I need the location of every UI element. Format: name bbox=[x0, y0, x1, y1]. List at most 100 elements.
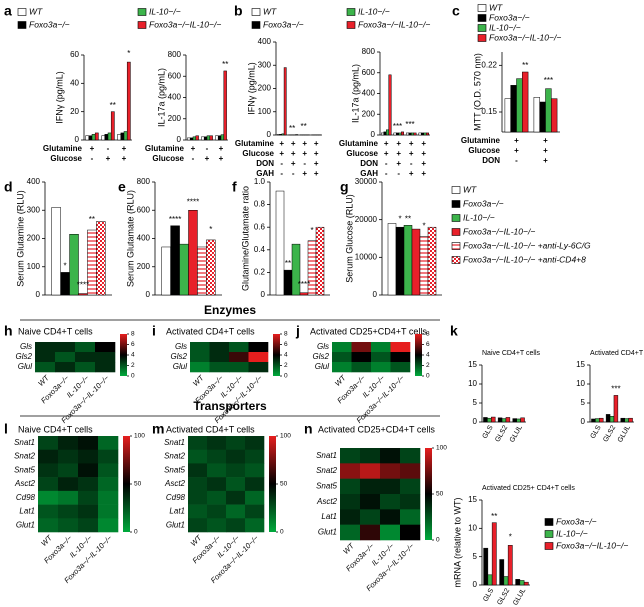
x-tick-label: GLUL bbox=[617, 424, 632, 443]
condition-value: + bbox=[314, 169, 319, 178]
condition-name: DON bbox=[256, 159, 274, 168]
y-tick-label: 0 bbox=[36, 290, 41, 299]
col-label: WT bbox=[189, 532, 205, 548]
panel-label: m bbox=[152, 421, 164, 437]
heat-cell bbox=[371, 362, 391, 373]
bar bbox=[206, 239, 216, 296]
x-tick-label: GLS bbox=[482, 587, 495, 603]
condition-value: - bbox=[385, 159, 388, 168]
y-tick-label: 5 bbox=[473, 398, 478, 407]
legend-swatch bbox=[17, 8, 27, 16]
heat-cell bbox=[209, 362, 230, 373]
panel-label: g bbox=[340, 179, 349, 195]
row-label: Asct2 bbox=[164, 479, 186, 488]
bar bbox=[520, 417, 525, 423]
colorbar-tick-label: 100 bbox=[134, 433, 145, 440]
condition-value: + bbox=[514, 136, 519, 145]
heat-cell bbox=[248, 362, 269, 373]
bar bbox=[283, 269, 293, 296]
bar bbox=[426, 132, 429, 136]
row-label: Snat1 bbox=[316, 451, 337, 460]
row-label: Lat1 bbox=[19, 507, 35, 516]
heat-cell bbox=[38, 504, 59, 519]
legend-label: IL-10−/− bbox=[358, 6, 390, 16]
bar bbox=[170, 225, 180, 296]
y-tick-label: 100 bbox=[27, 262, 41, 271]
x-tick-label: GLUL bbox=[512, 587, 527, 606]
bar bbox=[275, 190, 285, 296]
bar bbox=[421, 132, 424, 136]
y-tick-label: 1.0 bbox=[254, 177, 266, 186]
condition-name: Glucose bbox=[242, 149, 274, 158]
y-axis-label: Serum Glutamate (RLU) bbox=[125, 190, 135, 287]
heat-cell bbox=[226, 449, 246, 464]
bar bbox=[519, 580, 525, 586]
heat-cell bbox=[207, 477, 227, 492]
bar bbox=[628, 417, 633, 423]
legend-swatch bbox=[477, 34, 487, 42]
heat-cell bbox=[190, 362, 210, 373]
heat-cell bbox=[380, 448, 401, 464]
legend-label: Foxo3a−/−IL-10−/− +anti-Ly-6C/G bbox=[463, 240, 591, 250]
heat-cell bbox=[360, 463, 381, 479]
colorbar bbox=[120, 334, 127, 376]
significance: * bbox=[398, 214, 401, 223]
bar bbox=[516, 418, 521, 423]
heat-cell bbox=[207, 449, 227, 464]
legend-label: WT bbox=[29, 6, 43, 16]
bar bbox=[91, 134, 96, 141]
legend-swatch bbox=[251, 8, 261, 16]
heat-cell bbox=[95, 362, 116, 373]
row-label: Gls bbox=[175, 342, 187, 351]
y-tick-label: 20 bbox=[70, 107, 79, 116]
colorbar-tick-label: 2 bbox=[131, 362, 135, 369]
colorbar-tick-label: 4 bbox=[426, 352, 430, 359]
heat-cell bbox=[360, 478, 381, 495]
condition-value: + bbox=[396, 159, 401, 168]
bar bbox=[497, 417, 503, 423]
legend-label: IL-10−/− bbox=[149, 6, 181, 16]
panel-title: Activated CD25+ CD4+T cells bbox=[482, 485, 575, 492]
legend-label: Foxo3a−/−IL-10−/− bbox=[489, 32, 561, 42]
y-tick-label: 0.4 bbox=[254, 245, 266, 254]
bar bbox=[291, 243, 301, 296]
bar bbox=[195, 135, 199, 141]
heat-cell bbox=[38, 477, 59, 492]
significance: ** bbox=[289, 124, 295, 133]
heat-cell bbox=[188, 436, 208, 451]
bar bbox=[388, 74, 392, 136]
row-label: Glut1 bbox=[16, 520, 35, 529]
y-tick-label: 0.6 bbox=[254, 222, 266, 231]
condition-value: + bbox=[302, 169, 307, 178]
condition-value: + bbox=[291, 139, 296, 148]
bar bbox=[624, 418, 629, 423]
y-tick-label: 600 bbox=[168, 71, 182, 80]
condition-value: + bbox=[302, 149, 307, 158]
bar bbox=[192, 136, 197, 141]
y-tick-label: 200 bbox=[258, 84, 272, 93]
legend-label: Foxo3a−/− bbox=[463, 198, 504, 208]
condition-value: + bbox=[191, 144, 196, 153]
significance: * bbox=[64, 262, 67, 271]
bar bbox=[411, 228, 421, 296]
condition-value: + bbox=[122, 154, 127, 163]
heat-cell bbox=[78, 436, 99, 451]
bar bbox=[510, 85, 517, 133]
condition-value: + bbox=[219, 154, 224, 163]
colorbar-tick-label: 0 bbox=[284, 373, 288, 380]
bar bbox=[491, 522, 497, 586]
y-tick-label: 0 bbox=[267, 130, 272, 139]
row-label: Lat1 bbox=[321, 512, 337, 521]
legend-label: WT bbox=[463, 184, 477, 194]
row-label: Glul bbox=[18, 362, 32, 371]
colorbar-tick-label: 100 bbox=[280, 433, 291, 440]
colorbar-tick-label: 8 bbox=[284, 331, 288, 338]
condition-name: Glucose bbox=[468, 146, 500, 155]
colorbar-tick-label: 8 bbox=[426, 331, 430, 338]
legend-swatch bbox=[544, 518, 554, 526]
row-label: Glul bbox=[315, 362, 329, 371]
heat-cell bbox=[360, 524, 381, 541]
heat-cell bbox=[95, 342, 116, 353]
